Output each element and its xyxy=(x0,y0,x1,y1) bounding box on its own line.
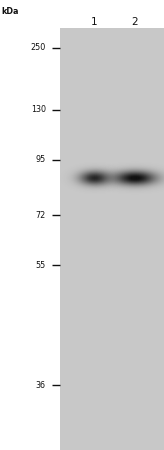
Text: 2: 2 xyxy=(131,17,138,27)
Text: 130: 130 xyxy=(31,105,46,114)
Text: 55: 55 xyxy=(36,261,46,270)
Text: 1: 1 xyxy=(91,17,98,27)
Text: 250: 250 xyxy=(31,44,46,53)
Bar xyxy=(60,28,164,450)
Text: 72: 72 xyxy=(36,211,46,220)
Text: kDa: kDa xyxy=(2,8,19,17)
Text: 95: 95 xyxy=(36,156,46,165)
Text: 36: 36 xyxy=(36,381,46,390)
